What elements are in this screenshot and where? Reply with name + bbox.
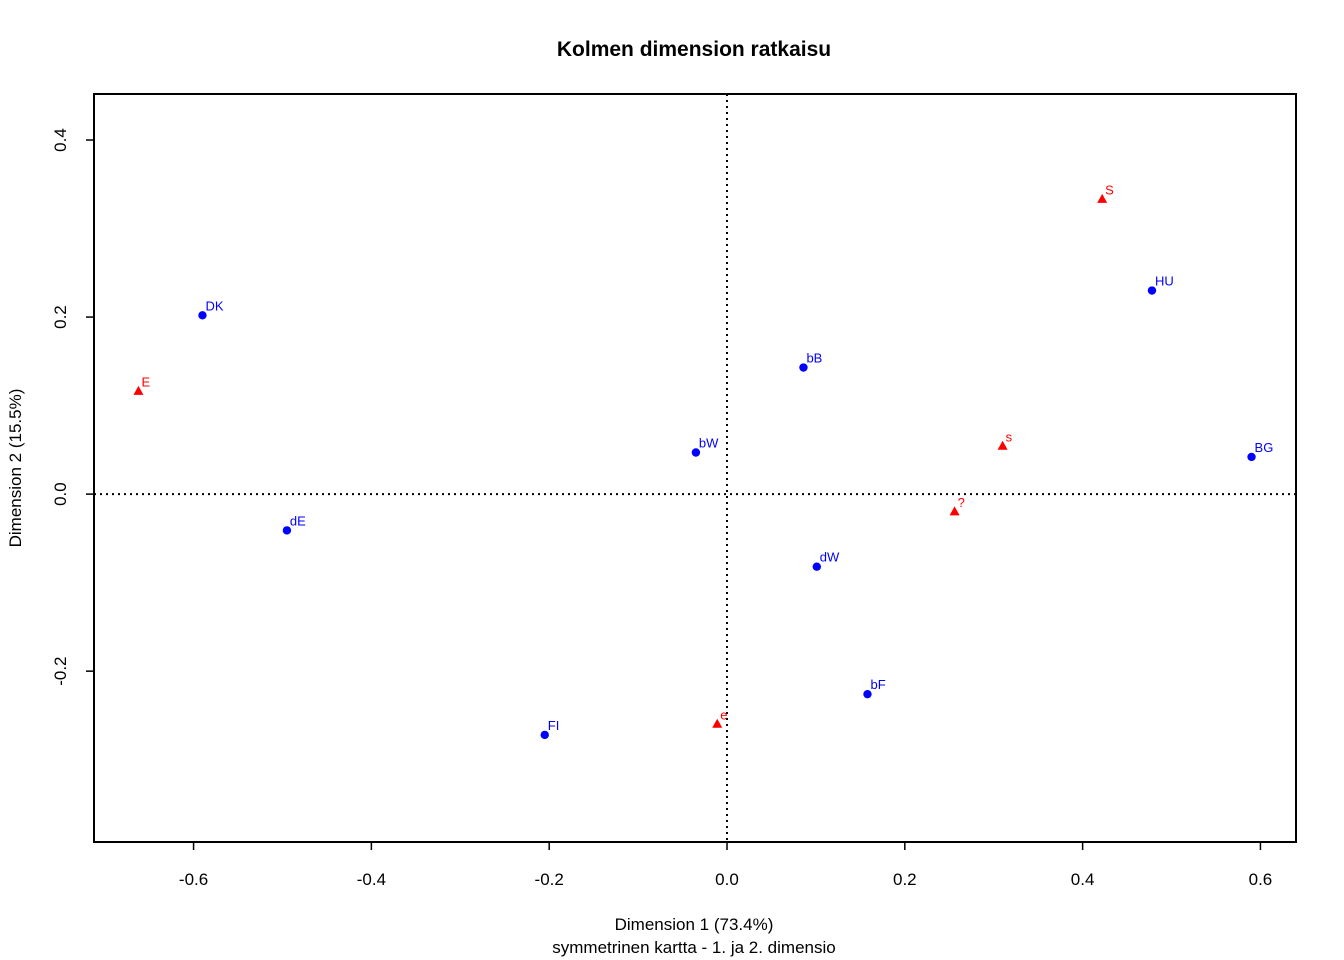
point-label: HU [1155, 274, 1174, 289]
data-point-triangle [712, 718, 723, 728]
x-tick-label: 0.0 [715, 870, 739, 889]
y-tick-label: -0.2 [51, 657, 70, 686]
x-tick-label: -0.6 [179, 870, 208, 889]
chart-title: Kolmen dimension ratkaisu [557, 38, 831, 61]
y-axis-label: Dimension 2 (15.5%) [6, 389, 25, 548]
y-tick-label: 0.4 [51, 128, 70, 152]
point-label: DK [205, 298, 223, 313]
data-point [691, 448, 701, 457]
x-tick-label: -0.2 [535, 870, 564, 889]
point-label: e [720, 707, 727, 722]
data-point-triangle [949, 506, 960, 516]
plot-frame [93, 93, 1297, 843]
data-point-triangle [133, 385, 144, 395]
plot-area: -0.6 -0.4 -0.2 0.0 0.2 0.4 0.6 -0.2 0.0 0.2 0.4 DK d… [51, 93, 1297, 889]
point-label: s [1006, 429, 1013, 444]
point-label: BG [1255, 440, 1274, 455]
data-point [863, 689, 872, 699]
point-label: ? [958, 495, 965, 510]
data-point-triangle [997, 440, 1008, 450]
point-label: E [141, 374, 150, 389]
point-label: FI [548, 718, 560, 733]
point-label: bW [699, 436, 719, 451]
data-point [198, 311, 207, 320]
point-label: dW [820, 550, 840, 565]
point-label: dE [290, 513, 306, 528]
y-tick-label: 0.0 [51, 482, 70, 506]
data-point-triangle [1097, 193, 1108, 203]
x-tick-label: 0.6 [1249, 870, 1273, 889]
data-point [282, 526, 292, 535]
data-point [540, 730, 549, 740]
data-point [1147, 286, 1157, 295]
x-axis-label: Dimension 1 (73.4%) [615, 915, 774, 934]
x-tick-label: 0.4 [1071, 870, 1095, 889]
point-label: bF [870, 677, 885, 692]
y-tick-label: 0.2 [51, 305, 70, 329]
data-point [812, 562, 822, 571]
x-tick-label: -0.4 [357, 870, 386, 889]
point-label: bB [806, 351, 822, 366]
data-point [1247, 452, 1256, 462]
x-tick-label: 0.2 [893, 870, 917, 889]
data-point [799, 363, 808, 372]
point-label: S [1105, 182, 1114, 197]
x-axis-sublabel: symmetrinen kartta - 1. ja 2. dimensio [552, 938, 835, 957]
